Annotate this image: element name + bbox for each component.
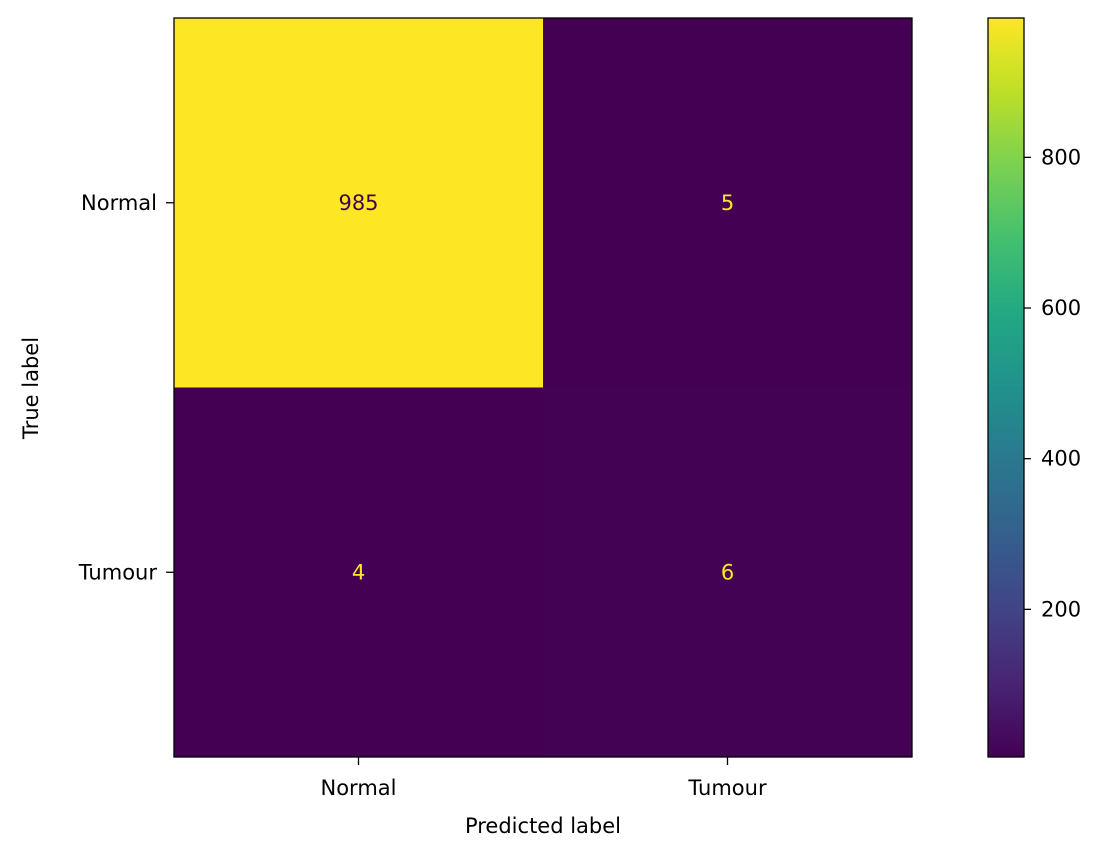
matrix-cell: [174, 387, 544, 758]
x-tick-label: Tumour: [687, 776, 767, 800]
x-axis-ticks: Normal Tumour: [321, 757, 767, 800]
matrix-cell: [543, 387, 913, 758]
colorbar-tick-label: 600: [1041, 296, 1081, 320]
colorbar-tick-label: 400: [1041, 447, 1081, 471]
colorbar-tick-label: 800: [1041, 145, 1081, 169]
matrix-cells: [174, 18, 913, 758]
x-axis-label: Predicted label: [465, 814, 621, 838]
plot-frame: [173, 17, 913, 758]
y-tick-label: Tumour: [78, 560, 158, 584]
colorbar-ticks: 200 400 600 800: [1024, 145, 1081, 621]
y-axis-ticks: Normal Tumour: [78, 191, 174, 584]
cell-value-label: 5: [721, 191, 734, 215]
y-tick-label: Normal: [81, 191, 157, 215]
matrix-cell: [543, 18, 913, 388]
cell-value-label: 6: [721, 560, 734, 584]
x-tick-label: Normal: [321, 776, 397, 800]
matrix-cell: [174, 18, 544, 388]
cell-value-label: 4: [352, 560, 365, 584]
matrix-cell-labels: 985 5 4 6: [338, 191, 734, 585]
colorbar-tick-label: 200: [1041, 597, 1081, 621]
y-axis-label: True label: [19, 337, 43, 440]
colorbar: [987, 17, 1025, 758]
cell-value-label: 985: [338, 191, 378, 215]
